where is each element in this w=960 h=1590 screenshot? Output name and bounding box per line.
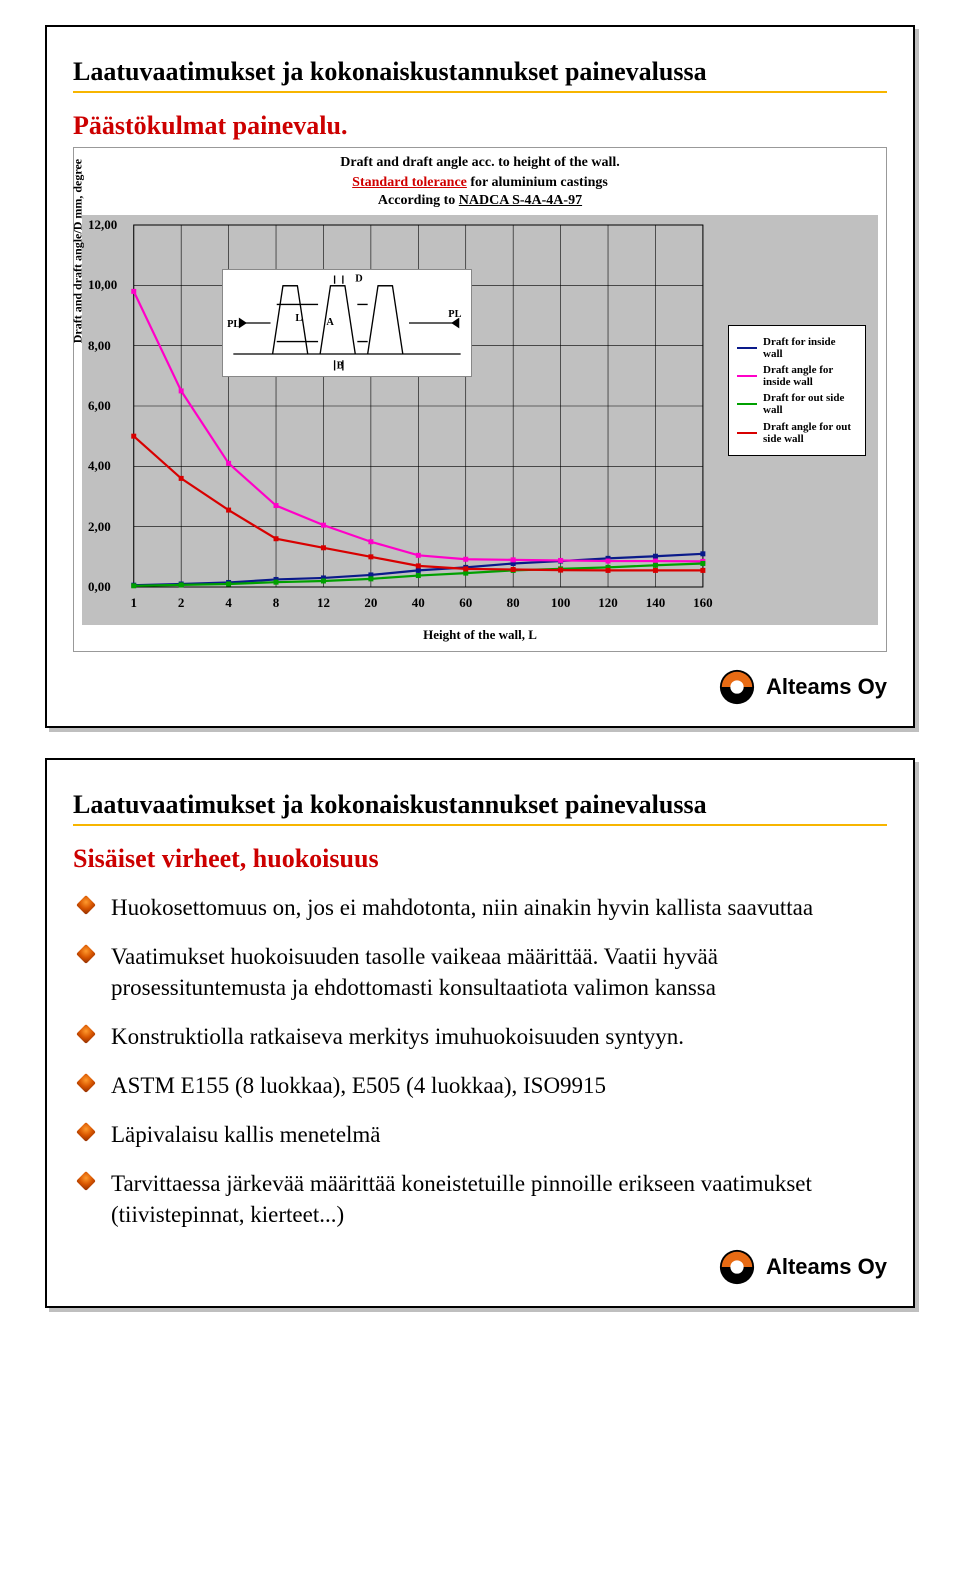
x-tick: 120 xyxy=(598,595,618,611)
x-tick: 8 xyxy=(273,595,280,611)
legend-item: Draft angle for out side wall xyxy=(737,421,857,445)
svg-text:PL: PL xyxy=(227,319,240,330)
svg-text:A: A xyxy=(326,317,334,328)
y-tick: 6,00 xyxy=(88,398,111,414)
legend-item: Draft for out side wall xyxy=(737,392,857,416)
svg-text:L: L xyxy=(295,313,302,324)
legend-label: Draft angle for inside wall xyxy=(763,364,857,388)
y-tick: 10,00 xyxy=(88,277,117,293)
legend-label: Draft for inside wall xyxy=(763,336,857,360)
legend-swatch xyxy=(737,375,757,377)
bullet-item: Huokosettomuus on, jos ei mahdotonta, ni… xyxy=(77,892,887,923)
logo-text: Alteams Oy xyxy=(766,674,887,700)
diagram-insert: PL PL B A D L xyxy=(222,269,472,377)
logo-row: Alteams Oy xyxy=(73,1248,887,1286)
panel-bullets: Laatuvaatimukset ja kokonaiskustannukset… xyxy=(45,758,915,1308)
x-tick: 12 xyxy=(317,595,330,611)
alteams-logo-icon xyxy=(718,1248,756,1286)
panel1-subtitle: Päästökulmat painevalu. xyxy=(73,111,887,141)
x-tick: 160 xyxy=(693,595,713,611)
x-tick: 1 xyxy=(130,595,137,611)
chart-title-2-red: Standard tolerance xyxy=(352,175,467,190)
bullet-item: ASTM E155 (8 luokkaa), E505 (4 luokkaa),… xyxy=(77,1070,887,1101)
chart-title-3-u: NADCA S-4A-4A-97 xyxy=(459,193,582,208)
chart-title-2-rest: for aluminium castings xyxy=(467,175,608,190)
svg-text:B: B xyxy=(337,360,344,371)
chart-frame: Draft and draft angle acc. to height of … xyxy=(73,147,887,652)
x-tick: 2 xyxy=(178,595,185,611)
legend-swatch xyxy=(737,432,757,434)
y-tick: 2,00 xyxy=(88,519,111,535)
legend-item: Draft angle for inside wall xyxy=(737,364,857,388)
underline xyxy=(73,91,887,93)
panel2-subtitle: Sisäiset virheet, huokoisuus xyxy=(73,844,887,874)
chart-title-3-pre: According to xyxy=(378,193,459,208)
y-tick: 0,00 xyxy=(88,579,111,595)
bullet-list: Huokosettomuus on, jos ei mahdotonta, ni… xyxy=(77,892,887,1230)
x-tick: 20 xyxy=(364,595,377,611)
chart-title-1: Draft and draft angle acc. to height of … xyxy=(82,154,878,172)
x-tick: 40 xyxy=(412,595,425,611)
y-tick: 8,00 xyxy=(88,338,111,354)
x-tick: 100 xyxy=(551,595,571,611)
bullet-item: Vaatimukset huokoisuuden tasolle vaikeaa… xyxy=(77,941,887,1003)
bullet-item: Läpivalaisu kallis menetelmä xyxy=(77,1119,887,1150)
chart-legend: Draft for inside wall Draft angle for ins… xyxy=(728,325,866,456)
y-tick: 4,00 xyxy=(88,458,111,474)
underline xyxy=(73,824,887,826)
legend-label: Draft for out side wall xyxy=(763,392,857,416)
legend-item: Draft for inside wall xyxy=(737,336,857,360)
svg-text:PL: PL xyxy=(448,309,461,320)
panel1-title: Laatuvaatimukset ja kokonaiskustannukset… xyxy=(73,57,887,87)
x-tick: 80 xyxy=(507,595,520,611)
legend-swatch xyxy=(737,347,757,349)
panel2-title: Laatuvaatimukset ja kokonaiskustannukset… xyxy=(73,790,887,820)
x-tick: 60 xyxy=(459,595,472,611)
chart-plot-area: Draft and draft angle/D mm, degree xyxy=(82,215,878,625)
cross-section-icon: PL PL B A D L xyxy=(223,270,471,376)
alteams-logo-icon xyxy=(718,668,756,706)
x-axis-label: Height of the wall, L xyxy=(82,625,878,643)
bullet-item: Konstruktiolla ratkaiseva merkitys imuhu… xyxy=(77,1021,887,1052)
chart-titles: Draft and draft angle acc. to height of … xyxy=(82,154,878,209)
y-tick: 12,00 xyxy=(88,217,117,233)
logo-row: Alteams Oy xyxy=(73,668,887,706)
logo-text: Alteams Oy xyxy=(766,1254,887,1280)
legend-label: Draft angle for out side wall xyxy=(763,421,857,445)
x-tick: 140 xyxy=(646,595,666,611)
panel-chart: Laatuvaatimukset ja kokonaiskustannukset… xyxy=(45,25,915,728)
bullet-item: Tarvittaessa järkevää määrittää koneiste… xyxy=(77,1168,887,1230)
x-tick: 4 xyxy=(225,595,232,611)
y-axis-label: Draft and draft angle/D mm, degree xyxy=(71,159,86,343)
legend-swatch xyxy=(737,403,757,405)
svg-text:D: D xyxy=(355,274,362,285)
